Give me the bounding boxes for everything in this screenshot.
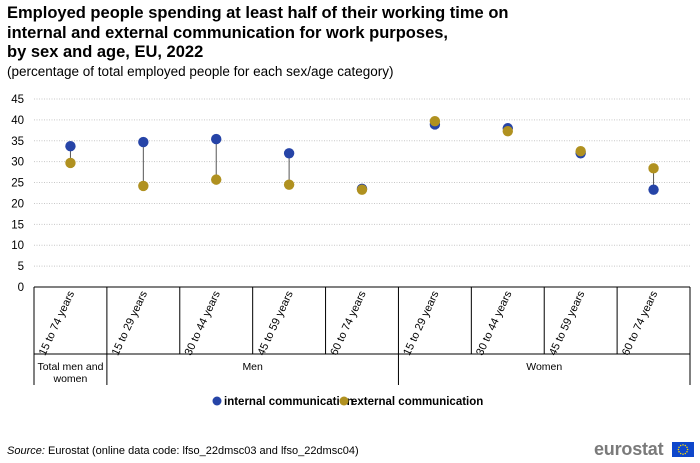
category-label: 45 to 59 years bbox=[547, 289, 588, 358]
source-note: Source: Eurostat (online data code: lfso… bbox=[7, 445, 359, 457]
flag-star bbox=[684, 452, 687, 455]
flag-star bbox=[684, 444, 687, 447]
y-tick-label: 20 bbox=[11, 198, 24, 210]
category-label: 60 to 74 years bbox=[620, 289, 661, 358]
title-line-3: by sex and age, EU, 2022 bbox=[7, 43, 204, 61]
legend-label: internal communication bbox=[224, 396, 354, 408]
flag-star bbox=[686, 448, 689, 451]
y-tick-label: 30 bbox=[11, 157, 24, 169]
y-tick-label: 40 bbox=[11, 115, 24, 127]
flag-star bbox=[677, 448, 680, 451]
flag-star bbox=[686, 446, 688, 448]
category-label: 45 to 59 years bbox=[255, 289, 296, 358]
chart-subtitle: (percentage of total employed people for… bbox=[7, 64, 394, 79]
category-label: 30 to 44 years bbox=[183, 289, 224, 358]
y-tick-label: 25 bbox=[11, 178, 24, 190]
internal-communication-point bbox=[648, 184, 659, 195]
external-communication-point bbox=[211, 174, 222, 185]
source-text: Eurostat (online data code: lfso_22dmsc0… bbox=[44, 445, 359, 457]
flag-star bbox=[682, 444, 684, 446]
category-label: 30 to 44 years bbox=[474, 289, 515, 358]
y-tick-label: 35 bbox=[11, 136, 24, 148]
external-communication-point bbox=[429, 115, 441, 127]
dot-plot-chart: 0 5 10 15 20 25 30 35 40 45 15 to 74 years 15 to 29… bbox=[11, 94, 691, 408]
category-label: 15 to 29 years bbox=[110, 289, 151, 358]
external-communication-point bbox=[138, 180, 149, 192]
external-communication-point bbox=[648, 163, 659, 174]
chart-title: Employed people spending at least half o… bbox=[7, 4, 697, 63]
y-tick-label: 0 bbox=[18, 282, 24, 294]
group-label: Women bbox=[526, 361, 562, 373]
group-label: Men bbox=[242, 361, 263, 373]
source-label: Source: bbox=[7, 445, 45, 457]
eurostat-wordmark: eurostat bbox=[594, 439, 664, 459]
legend-marker bbox=[339, 396, 349, 406]
legend-label: external communication bbox=[351, 396, 483, 408]
internal-communication-point bbox=[138, 136, 149, 148]
group-label: women bbox=[53, 373, 88, 385]
y-tick-label: 5 bbox=[18, 261, 24, 273]
y-tick-label: 15 bbox=[11, 219, 24, 231]
flag-star bbox=[679, 444, 682, 447]
y-tick-label: 45 bbox=[11, 94, 24, 106]
flag-star bbox=[686, 451, 688, 453]
group-label: Total men and bbox=[37, 361, 103, 373]
external-communication-point bbox=[575, 146, 586, 157]
eu-flag-icon bbox=[672, 442, 694, 457]
internal-communication-point bbox=[211, 133, 222, 145]
category-label: 60 to 74 years bbox=[328, 289, 369, 358]
external-communication-point bbox=[502, 125, 513, 137]
external-communication-point bbox=[356, 184, 368, 195]
external-communication-point bbox=[65, 157, 76, 169]
eu-stars-icon bbox=[672, 442, 694, 457]
y-tick-label: 10 bbox=[11, 240, 24, 252]
flag-star bbox=[682, 453, 684, 455]
flag-star bbox=[679, 452, 682, 455]
category-label: 15 to 74 years bbox=[37, 289, 78, 358]
external-communication-point bbox=[283, 179, 295, 190]
title-line-2: internal and external communication for … bbox=[7, 23, 449, 42]
flag-star bbox=[678, 446, 680, 448]
internal-communication-point bbox=[283, 148, 295, 159]
title-line-1: Employed people spending at least half o… bbox=[7, 4, 509, 22]
category-label: 15 to 29 years bbox=[401, 289, 442, 358]
legend-marker bbox=[212, 396, 222, 406]
flag-star bbox=[678, 451, 680, 453]
internal-communication-point bbox=[65, 141, 76, 152]
flag-background bbox=[672, 442, 694, 457]
